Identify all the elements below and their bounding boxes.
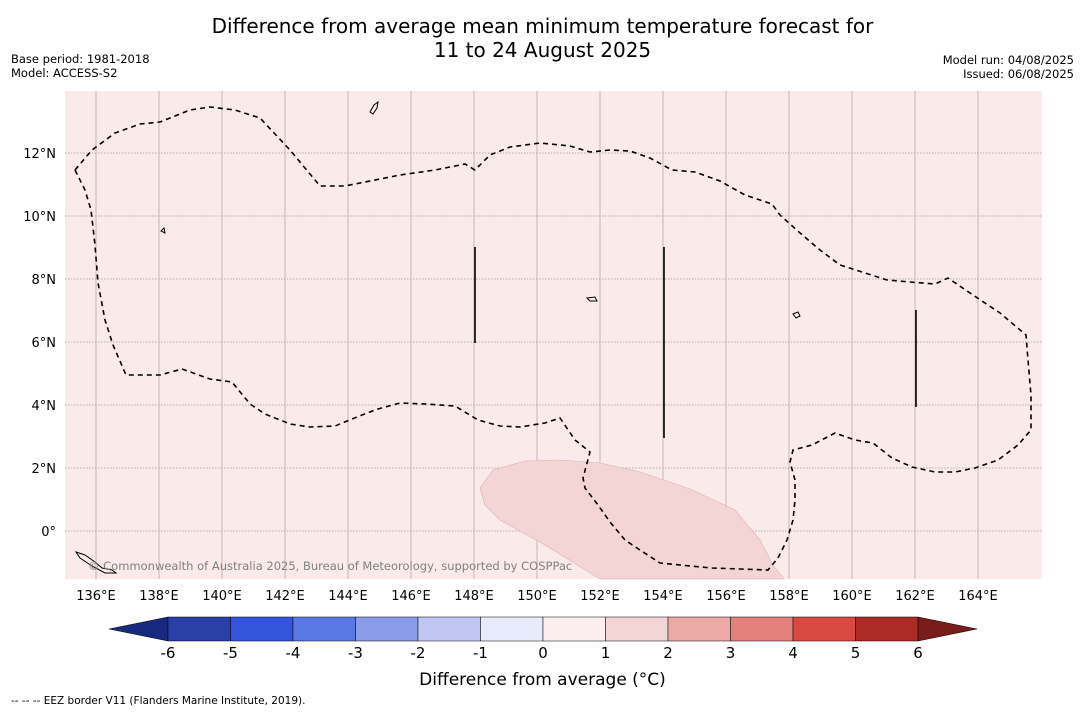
colorbar-swatch <box>730 616 794 642</box>
longitude-label: 140°E <box>202 589 242 604</box>
longitude-label: 158°E <box>769 589 809 604</box>
colorbar-swatch <box>230 616 294 642</box>
colorbar-tick-label: 1 <box>601 644 611 662</box>
colorbar-tick-label: -6 <box>161 644 176 662</box>
latitude-labels: 12°N 10°N 8°N 6°N 4°N 2°N 0° <box>23 147 56 540</box>
colorbar-swatch <box>480 616 544 642</box>
longitude-label: 162°E <box>895 589 935 604</box>
island-west-coast <box>74 551 118 574</box>
latitude-label: 6°N <box>32 336 57 351</box>
longitude-label: 142°E <box>265 589 305 604</box>
longitude-labels: 136°E 138°E 140°E 142°E 144°E 146°E 148°E 150°E… <box>76 589 998 604</box>
colorbar-tick-label: 5 <box>851 644 861 662</box>
islands <box>74 100 801 574</box>
longitude-label: 148°E <box>454 589 494 604</box>
map-title-line2: 11 to 24 August 2025 <box>433 38 652 62</box>
warm-anomaly-region <box>479 459 785 580</box>
map-title: Difference from average mean minimum tem… <box>0 14 1085 62</box>
colorbar-swatch <box>855 616 919 642</box>
model-name: Model: ACCESS-S2 <box>11 66 118 80</box>
colorbar-tick-label: -4 <box>286 644 301 662</box>
colorbar-swatch <box>355 616 419 642</box>
colorbar-swatch <box>167 616 231 642</box>
latitude-label: 0° <box>41 525 56 540</box>
colorbar-swatch <box>542 616 606 642</box>
latitude-label: 12°N <box>23 147 56 162</box>
meta-right: Model run: 04/08/2025 Issued: 06/08/2025 <box>943 53 1074 81</box>
map-title-line1: Difference from average mean minimum tem… <box>211 14 874 38</box>
island-chuuk <box>585 296 598 302</box>
colorbar-tick-label: -3 <box>348 644 363 662</box>
longitude-label: 136°E <box>76 589 116 604</box>
longitude-label: 152°E <box>580 589 620 604</box>
colorbar-tick-label: -1 <box>473 644 488 662</box>
issued-date: Issued: 06/08/2025 <box>963 67 1074 81</box>
island-yap <box>160 226 166 234</box>
colorbar-extend-high <box>917 616 978 642</box>
latitude-label: 8°N <box>32 273 57 288</box>
longitude-label: 160°E <box>832 589 872 604</box>
eez-footnote: -- -- -- EEZ border V11 (Flanders Marine… <box>11 695 306 707</box>
colorbar-label: Difference from average (°C) <box>419 670 666 690</box>
longitude-label: 150°E <box>517 589 557 604</box>
longitude-label: 164°E <box>958 589 998 604</box>
copyright-notice: © Commonwealth of Australia 2025, Bureau… <box>88 559 572 573</box>
colorbar-swatch <box>417 616 481 642</box>
colorbar-tick-label: -5 <box>223 644 238 662</box>
colorbar-tick-label: 0 <box>538 644 548 662</box>
colorbar-swatch <box>605 616 669 642</box>
vertical-boundary-lines <box>474 247 917 438</box>
model-run: Model run: 04/08/2025 <box>942 53 1074 67</box>
colorbar-swatch <box>667 616 731 642</box>
longitude-label: 156°E <box>706 589 746 604</box>
longitude-label: 146°E <box>391 589 431 604</box>
latitude-label: 10°N <box>23 210 56 225</box>
colorbar: -6 -5 -4 -3 -2 -1 0 1 2 3 4 5 6 <box>108 616 978 662</box>
island-kosrae <box>792 311 801 319</box>
eez-border <box>74 106 1032 571</box>
island-guam <box>369 100 379 115</box>
colorbar-tick-label: -2 <box>411 644 426 662</box>
colorbar-tick-label: 2 <box>663 644 673 662</box>
colorbar-tick-label: 3 <box>726 644 736 662</box>
colorbar-tick-label: 4 <box>788 644 798 662</box>
colorbar-swatch <box>792 616 856 642</box>
base-period: Base period: 1981-2018 <box>11 52 150 66</box>
longitude-label: 154°E <box>643 589 683 604</box>
colorbar-swatch <box>292 616 356 642</box>
colorbar-tick-label: 6 <box>913 644 923 662</box>
colorbar-extend-low <box>108 616 169 642</box>
longitude-label: 138°E <box>139 589 179 604</box>
latitude-label: 2°N <box>32 462 57 477</box>
longitude-label: 144°E <box>328 589 368 604</box>
latitude-label: 4°N <box>32 399 57 414</box>
meta-left: Base period: 1981-2018 Model: ACCESS-S2 <box>11 52 150 80</box>
